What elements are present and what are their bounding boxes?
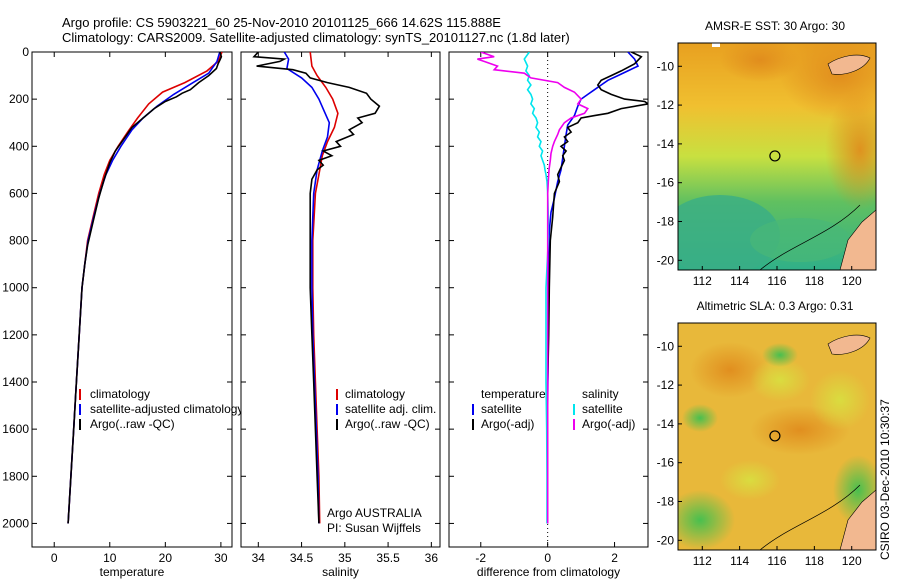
legend-title-salinity: salinity — [582, 387, 619, 401]
sst-map-xtick-label: 120 — [842, 274, 862, 288]
sst-map-title: AMSR-E SST: 30 Argo: 30 — [705, 19, 845, 33]
depth-tick-label: 1800 — [2, 469, 29, 483]
temperature-xlabel: temperature — [100, 565, 165, 579]
sst-map-xtick-label: 114 — [730, 274, 749, 288]
argo-annotation: PI: Susan Wijffels — [327, 521, 421, 535]
sla-map-xtick-label: 118 — [805, 554, 824, 568]
sst-map-ytick-label: -10 — [657, 59, 675, 73]
sla-map-ytick-label: -20 — [657, 533, 675, 547]
salinity-xtick-label: 36 — [425, 551, 439, 565]
sla-map-xtick-label: 114 — [730, 554, 749, 568]
sla-map-ytick-label: -12 — [657, 378, 675, 392]
salinity-xtick-label: 35 — [338, 551, 352, 565]
difference-legend-label: satellite — [582, 402, 623, 416]
difference-series-line — [546, 52, 648, 524]
sla-map: Altimetric SLA: 0.3 Argo: 0.31 112 114 116 1… — [657, 299, 877, 568]
sst-map-ytick-label: -20 — [657, 253, 675, 267]
header-line1: Argo profile: CS 5903221_60 25-Nov-2010 … — [62, 15, 501, 30]
salinity-xlabel: salinity — [322, 565, 359, 579]
temperature-xtick-label: 20 — [159, 551, 173, 565]
sla-map-xtick-label: 112 — [693, 554, 712, 568]
depth-tick-label: 1200 — [2, 328, 29, 342]
temperature-legend-label: Argo(..raw -QC) — [90, 417, 175, 431]
depth-tick-label: 600 — [9, 186, 29, 200]
sla-map-ytick-label: -10 — [657, 339, 675, 353]
depth-tick-label: 1600 — [2, 422, 29, 436]
difference-legend-label: Argo(-adj) — [481, 417, 534, 431]
salinity-legend-label: Argo(..raw -QC) — [345, 417, 430, 431]
salinity-frame — [240, 51, 441, 548]
temperature-xtick-label: 30 — [214, 551, 228, 565]
difference-xtick-label: -2 — [475, 551, 486, 565]
difference-xlabel: difference from climatology — [477, 565, 620, 579]
sst-map-ytick-label: -16 — [657, 176, 675, 190]
sla-map-title: Altimetric SLA: 0.3 Argo: 0.31 — [697, 299, 854, 313]
sst-map-ytick-label: -18 — [657, 214, 675, 228]
salinity-series-line — [309, 52, 339, 524]
depth-tick-label: 800 — [9, 234, 29, 248]
sla-map-xtick-label: 116 — [767, 554, 786, 568]
sst-map-argo-marker — [769, 150, 781, 162]
difference-xtick-label: 0 — [544, 551, 551, 565]
sla-map-xtick-label: 120 — [842, 554, 862, 568]
legend-title-temperature: temperature — [481, 387, 546, 401]
sst-map-ytick-label: -12 — [657, 98, 675, 112]
sla-map-argo-marker — [769, 430, 781, 442]
difference-legend-label: satellite — [481, 402, 522, 416]
sst-map-xtick-label: 116 — [767, 274, 786, 288]
salinity-series-line — [252, 52, 381, 524]
temperature-legend-label: satellite-adjusted climatology — [90, 402, 243, 416]
header-line2: Climatology: CARS2009. Satellite-adjuste… — [62, 30, 570, 45]
temperature-panel: 0 10 20 30 0 200 400 600 800 1000 1200 1400 1600 1800… — [2, 45, 243, 579]
depth-tick-label: 200 — [9, 92, 29, 106]
temperature-xtick-label: 10 — [103, 551, 117, 565]
salinity-panel: 34 34.5 35 35.5 36 salinity climatologysatelli… — [240, 51, 441, 579]
difference-xtick-label: 2 — [611, 551, 618, 565]
depth-tick-label: 2000 — [2, 516, 29, 530]
depth-tick-label: 1000 — [2, 281, 29, 295]
salinity-legend-label: climatology — [345, 387, 405, 401]
sst-map-field — [678, 43, 876, 270]
difference-legend-label: Argo(-adj) — [582, 417, 635, 431]
sst-map: AMSR-E SST: 30 Argo: 30 112 114 116 118 120 -1… — [657, 19, 877, 288]
salinity-xtick-label: 34.5 — [290, 551, 314, 565]
temperature-legend-label: climatology — [90, 387, 150, 401]
sst-map-xtick-label: 112 — [693, 274, 712, 288]
sla-map-ytick-label: -18 — [657, 494, 675, 508]
depth-tick-label: 1400 — [2, 375, 29, 389]
temperature-xtick-label: 0 — [51, 551, 58, 565]
difference-series-line — [477, 52, 590, 524]
sla-map-field — [678, 323, 876, 550]
credit-label: CSIRO 03-Dec-2010 10:30:37 — [878, 399, 892, 560]
temperature-frame — [31, 51, 233, 548]
salinity-legend-label: satellite adj. clim. — [345, 402, 436, 416]
argo-annotation: Argo AUSTRALIA — [327, 506, 422, 520]
depth-tick-label: 0 — [22, 45, 29, 59]
depth-tick-label: 400 — [9, 139, 29, 153]
sst-map-xtick-label: 118 — [805, 274, 824, 288]
salinity-xtick-label: 34 — [252, 551, 266, 565]
temperature-series-line — [67, 52, 223, 524]
sla-map-ytick-label: -16 — [657, 456, 675, 470]
sla-map-ytick-label: -14 — [657, 417, 675, 431]
sst-map-ytick-label: -14 — [657, 137, 675, 151]
salinity-xtick-label: 35.5 — [376, 551, 400, 565]
